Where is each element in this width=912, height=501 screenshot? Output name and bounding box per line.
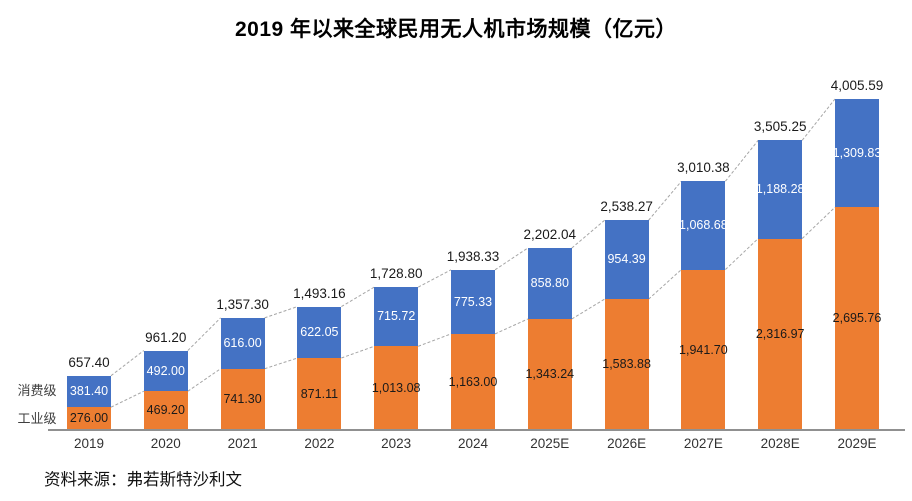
value-label-industrial-2023: 1,013.08	[371, 380, 421, 395]
bar-segment-industrial-2028E	[758, 238, 803, 430]
bar-segment-industrial-2024	[451, 333, 495, 430]
x-axis-label-2026E: 2026E	[607, 436, 647, 451]
total-label-2022: 1,493.16	[293, 285, 346, 301]
value-label-industrial-2027E: 1,941.70	[679, 342, 728, 357]
x-axis-label-2028E: 2028E	[760, 436, 800, 451]
value-label-industrial-2022: 871.11	[300, 386, 339, 401]
bar-segment-industrial-2023	[374, 346, 419, 430]
total-label-2019: 657.40	[68, 354, 110, 370]
bar-segment-consumer-2024	[451, 269, 495, 334]
bar-segment-industrial-2020	[143, 391, 188, 430]
total-label-2025E: 2,202.04	[523, 227, 577, 243]
bar-segment-industrial-2021	[220, 368, 265, 430]
total-label-2024: 1,938.33	[446, 248, 500, 264]
total-label-2026E: 2,538.27	[600, 199, 653, 215]
x-axis-label-2021: 2021	[227, 436, 258, 451]
value-label-consumer-2021: 616.00	[223, 336, 262, 351]
total-label-2020: 961.20	[145, 329, 187, 345]
value-label-consumer-2027E: 1,068.68	[679, 218, 728, 233]
x-axis-label-2024: 2024	[457, 436, 489, 451]
value-label-consumer-2023: 715.72	[377, 309, 416, 324]
bar-segment-industrial-2026E	[604, 299, 649, 430]
bar-segment-consumer-2029E	[835, 99, 879, 208]
value-label-industrial-2020: 469.20	[146, 403, 185, 418]
legend-industrial-label: 工业级	[17, 410, 57, 426]
chart-title: 2019 年以来全球民用无人机市场规模（亿元）	[234, 18, 678, 41]
x-axis-label-2019: 2019	[73, 436, 105, 451]
source-note: 资料来源：弗若斯特沙利文	[44, 470, 242, 489]
bar-segment-consumer-2025E	[527, 248, 572, 319]
value-label-industrial-2026E: 1,583.88	[602, 357, 651, 372]
bar-segment-industrial-2022	[297, 358, 342, 430]
x-axis-label-2022: 2022	[304, 436, 335, 451]
value-label-consumer-2019: 381.40	[69, 384, 109, 399]
value-label-consumer-2029E: 1,309.83	[832, 145, 882, 160]
total-label-2021: 1,357.30	[216, 296, 269, 312]
value-label-consumer-2026E: 954.39	[607, 252, 646, 267]
bar-segment-industrial-2025E	[527, 319, 572, 430]
value-label-consumer-2028E: 1,188.28	[755, 182, 805, 197]
x-axis-label-2029E: 2029E	[837, 436, 877, 451]
x-axis-label-2023: 2023	[381, 436, 412, 451]
x-axis-label-2027E: 2027E	[683, 436, 723, 451]
x-axis-label-2020: 2020	[150, 436, 181, 451]
x-axis-line	[48, 429, 905, 431]
legend-consumer-label: 消费级	[17, 383, 57, 399]
bar-segment-industrial-2029E	[835, 207, 879, 430]
value-label-consumer-2025E: 858.80	[530, 276, 569, 291]
bar-segment-industrial-2019	[67, 407, 111, 430]
total-label-2023: 1,728.80	[369, 266, 423, 282]
bar-segment-consumer-2023	[374, 287, 419, 347]
value-label-industrial-2025E: 1,343.24	[525, 367, 575, 382]
bar-segment-consumer-2026E	[604, 220, 649, 300]
value-label-industrial-2021: 741.30	[223, 392, 262, 407]
bar-segment-consumer-2022	[297, 306, 342, 358]
bar-segment-consumer-2021	[220, 317, 265, 369]
bar-segment-industrial-2027E	[681, 269, 726, 430]
value-label-consumer-2022: 622.05	[300, 325, 339, 340]
bar-segment-consumer-2020	[143, 350, 188, 392]
value-label-industrial-2019: 276.00	[69, 411, 109, 426]
value-label-consumer-2020: 492.00	[146, 363, 185, 378]
value-label-consumer-2024: 775.33	[453, 294, 493, 309]
value-label-industrial-2024: 1,163.00	[448, 374, 498, 389]
total-label-2029E: 4,005.59	[830, 78, 884, 93]
total-label-2028E: 3,505.25	[753, 119, 807, 135]
bar-segment-consumer-2027E	[681, 181, 726, 270]
x-axis-label-2025E: 2025E	[530, 436, 570, 451]
bar-segment-consumer-2028E	[758, 140, 803, 239]
bar-segment-consumer-2019	[67, 375, 111, 408]
value-label-industrial-2029E: 2,695.76	[832, 311, 882, 326]
total-label-2027E: 3,010.38	[677, 160, 730, 176]
value-label-industrial-2028E: 2,316.97	[755, 327, 805, 341]
